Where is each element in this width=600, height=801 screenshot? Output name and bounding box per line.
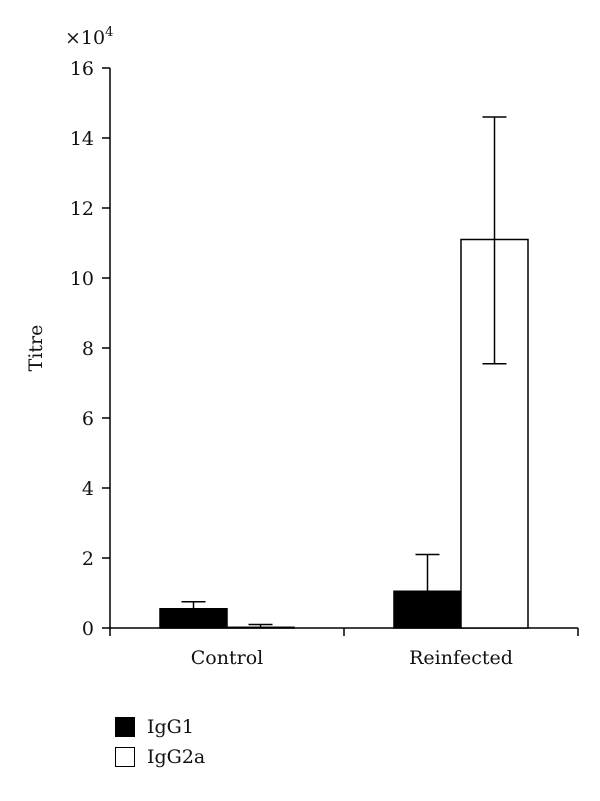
x-tick-label: Reinfected <box>409 647 513 669</box>
y-tick-label: 16 <box>70 58 94 80</box>
y-tick-label: 4 <box>82 478 94 500</box>
legend: IgG1 IgG2a <box>115 712 205 772</box>
bar-igg1-reinfected <box>393 590 462 629</box>
bar-igg1-control <box>159 608 228 629</box>
legend-label-igg2a: IgG2a <box>147 746 206 768</box>
y-tick-label: 10 <box>70 268 94 290</box>
y-tick-label: 8 <box>82 338 94 360</box>
y-tick-label: 0 <box>82 618 94 640</box>
y-tick-label: 6 <box>82 408 94 430</box>
y-tick-label: 14 <box>70 128 94 150</box>
legend-item-igg2a: IgG2a <box>115 742 205 772</box>
y-tick-label: 12 <box>70 198 94 220</box>
legend-swatch-igg1 <box>115 717 135 737</box>
bar-chart: ×104 Titre 0 2 4 6 8 10 12 14 16 Control Reinfect… <box>25 25 579 669</box>
legend-swatch-igg2a <box>115 747 135 767</box>
bar-igg2a-control <box>226 626 295 629</box>
y-axis-label: Titre <box>25 325 47 372</box>
legend-item-igg1: IgG1 <box>115 712 205 742</box>
x-tick-label: Control <box>191 647 263 669</box>
legend-label-igg1: IgG1 <box>147 716 194 738</box>
y-multiplier: ×104 <box>65 25 113 49</box>
y-tick-label: 2 <box>82 548 94 570</box>
